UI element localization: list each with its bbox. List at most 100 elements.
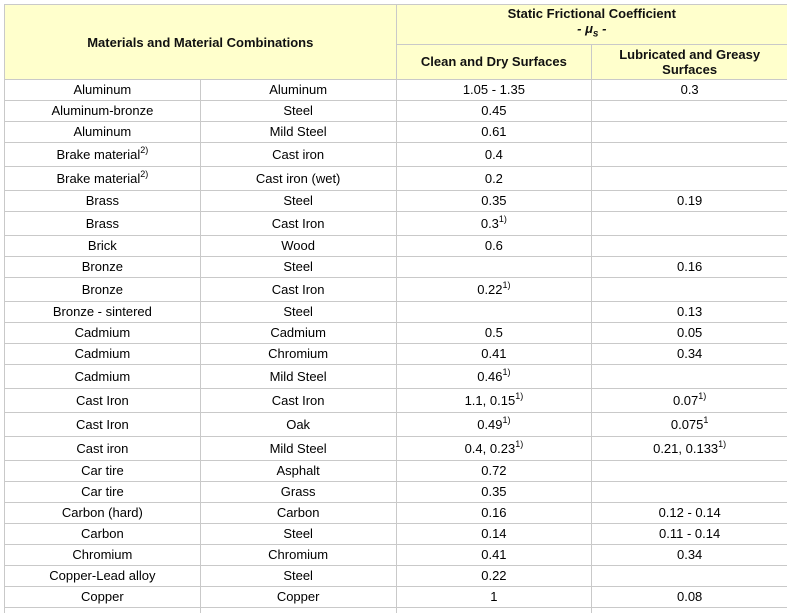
- table-row: Car tire Grass 0.35: [4, 481, 787, 503]
- clean-dry-cell: 0.41: [395, 343, 593, 365]
- clean-dry-cell: [395, 301, 593, 323]
- clean-dry-cell-value: 0.14: [481, 526, 507, 541]
- material-1-cell: Cast iron: [4, 436, 201, 461]
- material-2-cell: Asphalt: [199, 460, 397, 482]
- table-row: Bronze Steel 0.16: [4, 256, 787, 278]
- table-row: Aluminum Aluminum 1.05 - 1.35 0.3: [4, 79, 787, 101]
- material-2-cell-value: Cast Iron: [271, 216, 325, 231]
- lubricated-cell: 0.19: [591, 190, 787, 212]
- clean-dry-cell: 0.221): [395, 277, 593, 302]
- lubricated-cell: 0.05: [591, 322, 787, 344]
- material-1-cell-value: Aluminum-bronze: [51, 103, 154, 118]
- material-2-cell: Mild Steel: [199, 436, 397, 461]
- lubricated-cell: 0.16: [591, 256, 787, 278]
- lubricated-cell-value: 0.16: [676, 259, 703, 274]
- clean-dry-cell-value: 0.22: [481, 568, 507, 583]
- clean-dry-cell: 0.35: [395, 481, 593, 503]
- lubricated-cell-value: 0.075: [670, 417, 704, 432]
- material-1-cell-value: Car tire: [81, 463, 124, 478]
- material-2-cell-value: Grass: [280, 484, 316, 499]
- clean-dry-cell-value: 1: [490, 589, 498, 604]
- lubricated-cell: 0.071): [591, 388, 787, 413]
- header-coefficient-title: Static Frictional Coefficient: [507, 6, 676, 22]
- material-1-cell: Bronze: [4, 277, 201, 302]
- lubricated-cell: [591, 565, 787, 587]
- table-row: Cadmium Mild Steel 0.461): [4, 364, 787, 389]
- friction-table-container: Materials and Material Combinations Stat…: [4, 4, 787, 613]
- footnote-marker: 1): [515, 390, 524, 401]
- material-2-cell-value: Steel: [283, 568, 313, 583]
- material-1-cell-value: Bronze - sintered: [52, 304, 152, 319]
- clean-dry-cell-value: 0.41: [481, 547, 507, 562]
- lubricated-cell: [591, 121, 787, 143]
- lubricated-cell-value: 0.19: [676, 193, 703, 208]
- table-row: Cast Iron Cast Iron 1.1, 0.151) 0.071): [4, 388, 787, 413]
- material-1-cell: [4, 607, 201, 613]
- material-1-cell-value: Brass: [85, 193, 119, 208]
- material-2-cell: Copper: [199, 586, 397, 608]
- material-2-cell-value: Cast iron (wet): [255, 171, 341, 186]
- material-1-cell-value: Cadmium: [74, 325, 131, 340]
- clean-dry-cell: 0.16: [395, 502, 593, 524]
- material-1-cell: Cast Iron: [4, 412, 201, 437]
- material-1-cell-value: Bronze: [81, 259, 123, 274]
- material-2-cell-value: Mild Steel: [269, 124, 327, 139]
- clean-dry-cell: 0.14: [395, 523, 593, 545]
- material-1-cell: Cadmium: [4, 322, 201, 344]
- clean-dry-cell: 0.35: [395, 190, 593, 212]
- material-1-cell-value: Carbon: [81, 526, 124, 541]
- material-2-cell-value: Copper: [276, 589, 320, 604]
- material-1-cell: Aluminum: [4, 121, 201, 143]
- material-2-cell-value: Chromium: [268, 547, 329, 562]
- material-1-cell: Bronze - sintered: [4, 301, 201, 323]
- table-row: Brass Cast Iron 0.31): [4, 211, 787, 236]
- lubricated-cell-value: 0.12 - 0.14: [658, 505, 721, 520]
- table-row: Aluminum-bronze Steel 0.45: [4, 100, 787, 122]
- material-2-cell-value: Cast iron: [272, 147, 325, 162]
- lubricated-cell-value: 0.21, 0.133: [653, 441, 719, 456]
- material-1-cell-value: Aluminum: [73, 124, 132, 139]
- material-1-cell: Brake material2): [4, 142, 201, 167]
- material-2-cell: Cast Iron: [199, 211, 397, 236]
- table-row: Copper Copper 1 0.08: [4, 586, 787, 608]
- lubricated-cell: 0.34: [591, 544, 787, 566]
- material-2-cell: Mild Steel: [199, 364, 397, 389]
- clean-dry-cell-value: 0.72: [481, 463, 507, 478]
- material-1-cell-value: Cast Iron: [76, 393, 129, 408]
- lubricated-cell-value: 0.34: [676, 346, 703, 361]
- lubricated-cell: 0.08: [591, 586, 787, 608]
- footnote-marker: 1): [502, 414, 511, 425]
- header-mu-symbol: - μs -: [577, 21, 607, 41]
- material-1-cell-value: Brake material: [56, 171, 141, 186]
- table-row: Brass Steel 0.35 0.19: [4, 190, 787, 212]
- clean-dry-cell: 0.491): [395, 412, 593, 437]
- table-row: Carbon (hard) Carbon 0.16 0.12 - 0.14: [4, 502, 787, 524]
- material-2-cell: Chromium: [199, 544, 397, 566]
- material-2-cell: Steel: [199, 256, 397, 278]
- lubricated-cell: 0.13: [591, 301, 787, 323]
- material-2-cell: Grass: [199, 481, 397, 503]
- clean-dry-cell-value: 0.5: [484, 325, 503, 340]
- lubricated-cell-value: 0.11 - 0.14: [659, 526, 721, 541]
- material-2-cell-value: Oak: [286, 417, 311, 432]
- clean-dry-cell: 0.4: [395, 142, 593, 167]
- clean-dry-cell: 1.05 - 1.35: [395, 79, 593, 101]
- lubricated-cell: [591, 277, 787, 302]
- table-row: Car tire Asphalt 0.72: [4, 460, 787, 482]
- material-2-cell: Steel: [199, 523, 397, 545]
- clean-dry-cell: 0.2: [395, 166, 593, 191]
- footnote-marker: 1): [502, 366, 511, 377]
- table-row: Bronze - sintered Steel 0.13: [4, 301, 787, 323]
- table-row: Aluminum Mild Steel 0.61: [4, 121, 787, 143]
- lubricated-cell: [591, 100, 787, 122]
- material-1-cell-value: Brass: [85, 216, 119, 231]
- material-1-cell-value: Cast iron: [76, 441, 129, 456]
- clean-dry-cell-value: 0.61: [481, 124, 507, 139]
- lubricated-cell: 0.11 - 0.14: [591, 523, 787, 545]
- clean-dry-cell-value: 0.45: [481, 103, 507, 118]
- clean-dry-cell: 0.31): [395, 211, 593, 236]
- clean-dry-cell: 0.22: [395, 565, 593, 587]
- lubricated-cell-value: 0.13: [676, 304, 703, 319]
- material-2-cell: Wood: [199, 235, 397, 257]
- material-2-cell-value: Aluminum: [269, 82, 328, 97]
